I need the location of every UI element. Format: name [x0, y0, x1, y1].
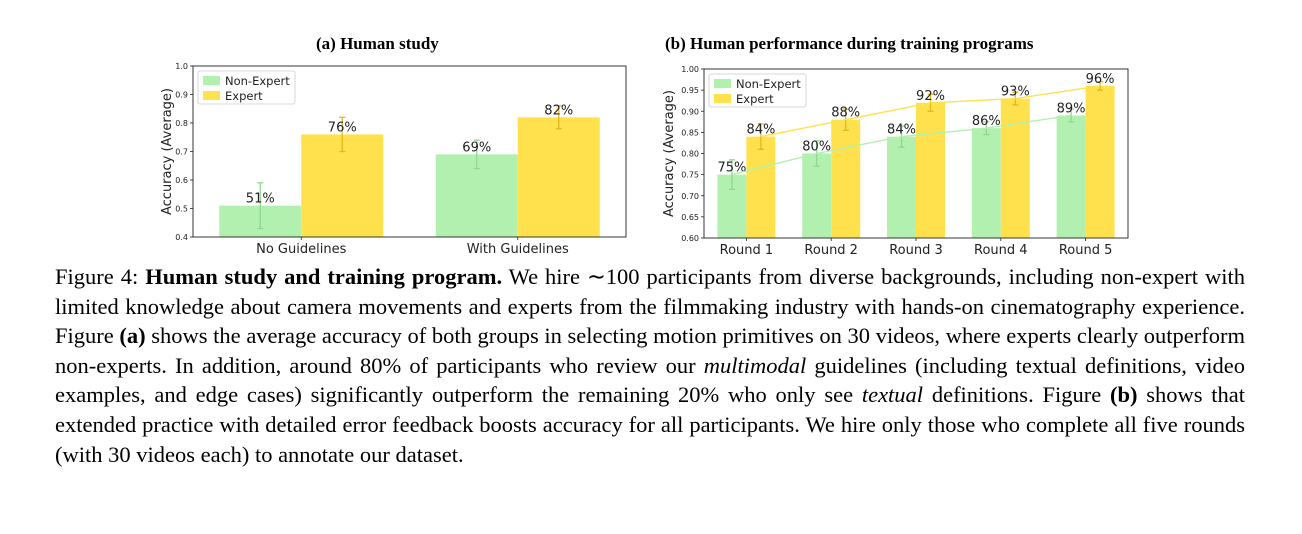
chart-b-xtick-label: Round 4	[974, 243, 1028, 258]
caption-text-3: guidelines (including textual definition…	[55, 352, 1245, 408]
caption-italic-textual: textual	[861, 382, 924, 408]
chart-b-legend-swatch	[714, 79, 731, 88]
chart-a-legend-label: Expert	[225, 89, 263, 103]
chart-b-legend-label: Expert	[736, 92, 774, 106]
chart-a-legend-swatch	[203, 76, 220, 85]
chart-a-xtick-label: No Guidelines	[256, 242, 346, 257]
chart-a: 0.4 0.5 0.6 0.7 0.8 0.9 1.0 51% 76% No Guidelines…	[160, 62, 627, 257]
chart-b-bar-non-expert	[802, 153, 832, 238]
chart-b-data-label: 93%	[1001, 85, 1030, 100]
chart-a-data-label: 76%	[328, 120, 357, 135]
chart-b-ytick-label: 0.60	[681, 234, 699, 243]
chart-b-bar-expert	[831, 119, 861, 238]
caption-italic-multimodal: multimodal	[703, 352, 807, 378]
chart-b-ytick-label: 0.95	[681, 86, 699, 95]
chart-b-data-label: 92%	[916, 89, 945, 104]
chart-b-plot-frame	[703, 68, 1129, 239]
chart-b-bar-expert	[1000, 98, 1030, 238]
caption-text-4: definitions. Figure	[923, 382, 1110, 408]
chart-a-plot-frame	[192, 65, 627, 238]
chart-b-data-label: 80%	[802, 140, 831, 155]
chart-b-data-label: 84%	[746, 123, 775, 138]
chart-b-title: (b) Human performance during training pr…	[665, 34, 1034, 53]
chart-a-legend-label: Non-Expert	[225, 74, 290, 88]
caption-text-1: We hire ∼100 participants from diverse b…	[55, 264, 1246, 349]
chart-b-xtick-label: Round 3	[889, 243, 943, 258]
chart-b-xtick-label: Round 1	[720, 243, 774, 258]
chart-a-data-label: 51%	[246, 192, 275, 207]
chart-b-bar-non-expert	[1056, 115, 1086, 238]
chart-a-data-label: 82%	[544, 103, 573, 118]
caption-bold-title: Human study and training program.	[145, 264, 503, 289]
chart-a-bar-expert	[517, 117, 600, 237]
chart-b-bar-expert	[746, 136, 776, 238]
chart-a-ytick-label: 0.6	[175, 176, 188, 185]
chart-a-legend-swatch	[203, 91, 220, 100]
caption-text-5: shows that extended practice with detail…	[55, 382, 1245, 467]
chart-a-data-label: 69%	[462, 140, 491, 155]
chart-b-legend-label: Non-Expert	[736, 77, 801, 91]
chart-a-xtick-label: With Guidelines	[467, 242, 569, 257]
chart-b-ytick-label: 0.90	[681, 107, 699, 116]
chart-a-ytick-label: 0.8	[175, 119, 188, 128]
chart-a-y-axis-label: Accuracy (Average)	[160, 88, 175, 215]
caption-ref-b: (b)	[1109, 382, 1138, 408]
chart-b-ytick-label: 0.65	[681, 213, 699, 222]
chart-b-bar-expert	[916, 102, 945, 238]
chart-b-legend-box	[708, 73, 807, 108]
chart-b-data-label: 84%	[887, 123, 916, 138]
chart-b-data-label: 88%	[831, 106, 860, 121]
chart-b-data-label: 75%	[717, 161, 746, 176]
chart-a-ytick-label: 0.7	[175, 148, 188, 157]
chart-b-ytick-label: 1.00	[681, 65, 699, 74]
chart-a-ytick-label: 0.9	[175, 91, 188, 100]
chart-b-y-axis-label: Accuracy (Average)	[662, 90, 677, 217]
chart-b: 0.60 0.65 0.70 0.75 0.80 0.85 0.90 0.95 1.00 75% 8…	[662, 65, 1129, 258]
chart-b-ytick-label: 0.80	[681, 150, 699, 159]
chart-b-trend-line-expert	[760, 85, 1101, 138]
chart-b-data-label: 89%	[1057, 101, 1086, 116]
chart-b-ytick-label: 0.85	[681, 128, 699, 137]
chart-b-ytick-label: 0.75	[681, 171, 699, 180]
chart-a-title: (a) Human study	[316, 34, 439, 53]
chart-b-bar-expert	[1085, 85, 1115, 239]
chart-a-ytick-label: 1.0	[175, 62, 188, 71]
chart-a-legend-box	[197, 70, 296, 105]
chart-a-ytick-label: 0.4	[175, 233, 188, 242]
chart-b-xtick-label: Round 5	[1059, 243, 1113, 258]
chart-b-ytick-label: 0.70	[681, 192, 699, 201]
chart-b-bar-non-expert	[887, 136, 916, 238]
caption-text-2: shows the average accuracy of both group…	[55, 323, 1245, 378]
chart-b-data-label: 86%	[972, 114, 1001, 129]
figure-caption: Figure 4: Human study and training progr…	[55, 262, 1245, 469]
chart-b-xtick-label: Round 2	[804, 243, 858, 258]
chart-b-trend-line-non-expert	[731, 114, 1072, 176]
chart-b-data-label: 96%	[1086, 72, 1115, 87]
caption-ref-a: (a)	[119, 323, 146, 349]
chart-b-bar-non-expert	[971, 128, 1001, 238]
chart-b-legend-swatch	[714, 94, 731, 103]
chart-a-ytick-label: 0.5	[175, 205, 188, 214]
caption-figure-label: Figure 4:	[55, 264, 139, 289]
